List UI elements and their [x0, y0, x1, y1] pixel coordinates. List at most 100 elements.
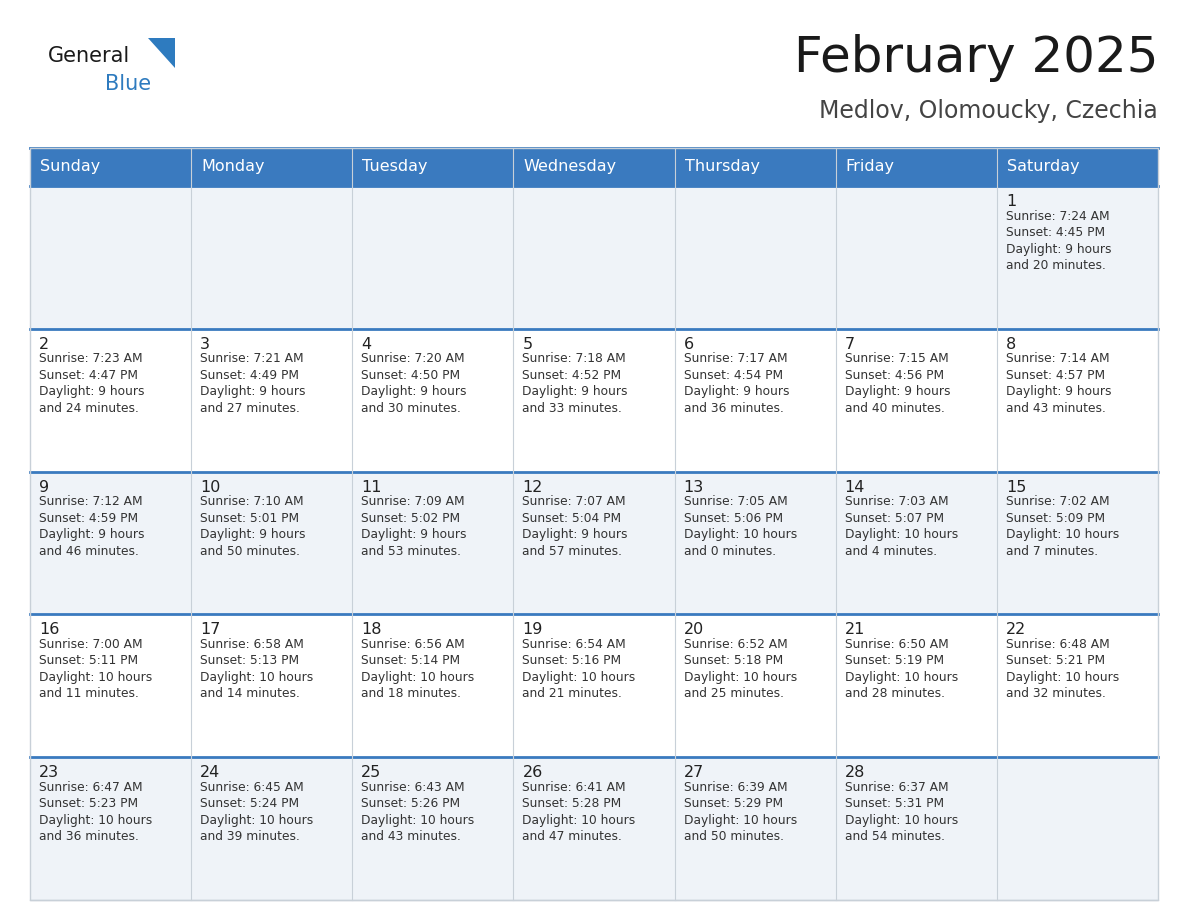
Text: and 21 minutes.: and 21 minutes. — [523, 688, 623, 700]
Text: 25: 25 — [361, 766, 381, 780]
Text: Sunset: 5:26 PM: Sunset: 5:26 PM — [361, 797, 461, 811]
Text: Daylight: 9 hours: Daylight: 9 hours — [1006, 242, 1111, 255]
Text: 3: 3 — [200, 337, 210, 352]
Text: Daylight: 10 hours: Daylight: 10 hours — [200, 813, 314, 827]
Text: and 36 minutes.: and 36 minutes. — [683, 402, 783, 415]
Text: Sunset: 4:56 PM: Sunset: 4:56 PM — [845, 369, 943, 382]
Text: Sunset: 4:59 PM: Sunset: 4:59 PM — [39, 511, 138, 524]
Text: Sunset: 5:14 PM: Sunset: 5:14 PM — [361, 655, 461, 667]
Text: Monday: Monday — [201, 160, 265, 174]
Bar — [997, 472, 1158, 614]
Bar — [353, 186, 513, 329]
Text: Daylight: 10 hours: Daylight: 10 hours — [845, 671, 958, 684]
Text: Sunset: 5:19 PM: Sunset: 5:19 PM — [845, 655, 943, 667]
Text: Saturday: Saturday — [1007, 160, 1080, 174]
Text: Friday: Friday — [846, 160, 895, 174]
Text: 21: 21 — [845, 622, 865, 637]
Text: Daylight: 9 hours: Daylight: 9 hours — [361, 386, 467, 398]
Text: and 7 minutes.: and 7 minutes. — [1006, 544, 1098, 557]
Bar — [835, 472, 997, 614]
Text: and 43 minutes.: and 43 minutes. — [361, 830, 461, 844]
Text: Sunrise: 6:39 AM: Sunrise: 6:39 AM — [683, 780, 788, 794]
Text: and 11 minutes.: and 11 minutes. — [39, 688, 139, 700]
Text: and 54 minutes.: and 54 minutes. — [845, 830, 944, 844]
Text: Sunrise: 6:54 AM: Sunrise: 6:54 AM — [523, 638, 626, 651]
Bar — [835, 614, 997, 757]
Text: Daylight: 10 hours: Daylight: 10 hours — [845, 813, 958, 827]
Bar — [835, 757, 997, 900]
Text: Sunset: 5:24 PM: Sunset: 5:24 PM — [200, 797, 299, 811]
Text: Sunrise: 6:50 AM: Sunrise: 6:50 AM — [845, 638, 948, 651]
Text: Sunset: 5:21 PM: Sunset: 5:21 PM — [1006, 655, 1105, 667]
Text: 1: 1 — [1006, 194, 1016, 209]
Bar — [997, 329, 1158, 472]
Text: Daylight: 10 hours: Daylight: 10 hours — [200, 671, 314, 684]
Bar — [997, 614, 1158, 757]
Bar — [835, 186, 997, 329]
Text: 9: 9 — [39, 479, 49, 495]
Text: Blue: Blue — [105, 74, 151, 94]
Text: Sunset: 4:54 PM: Sunset: 4:54 PM — [683, 369, 783, 382]
Text: 20: 20 — [683, 622, 703, 637]
Text: Daylight: 9 hours: Daylight: 9 hours — [683, 386, 789, 398]
Text: Sunrise: 7:14 AM: Sunrise: 7:14 AM — [1006, 353, 1110, 365]
Bar — [675, 148, 835, 186]
Text: Sunrise: 6:52 AM: Sunrise: 6:52 AM — [683, 638, 788, 651]
Text: 28: 28 — [845, 766, 865, 780]
Text: Daylight: 10 hours: Daylight: 10 hours — [1006, 671, 1119, 684]
Text: Daylight: 10 hours: Daylight: 10 hours — [683, 671, 797, 684]
Text: Sunrise: 7:15 AM: Sunrise: 7:15 AM — [845, 353, 948, 365]
Text: 22: 22 — [1006, 622, 1026, 637]
Text: Sunrise: 7:09 AM: Sunrise: 7:09 AM — [361, 495, 465, 508]
Text: Wednesday: Wednesday — [524, 160, 617, 174]
Text: and 20 minutes.: and 20 minutes. — [1006, 259, 1106, 272]
Bar — [30, 186, 191, 329]
Text: Sunset: 5:02 PM: Sunset: 5:02 PM — [361, 511, 461, 524]
Text: Sunrise: 7:07 AM: Sunrise: 7:07 AM — [523, 495, 626, 508]
Text: February 2025: February 2025 — [794, 34, 1158, 82]
Text: 19: 19 — [523, 622, 543, 637]
Text: and 36 minutes.: and 36 minutes. — [39, 830, 139, 844]
Text: Daylight: 9 hours: Daylight: 9 hours — [39, 528, 145, 541]
Text: Medlov, Olomoucky, Czechia: Medlov, Olomoucky, Czechia — [820, 99, 1158, 123]
Text: Daylight: 10 hours: Daylight: 10 hours — [361, 671, 474, 684]
Bar — [513, 186, 675, 329]
Text: and 50 minutes.: and 50 minutes. — [683, 830, 784, 844]
Text: 11: 11 — [361, 479, 381, 495]
Text: Sunset: 4:47 PM: Sunset: 4:47 PM — [39, 369, 138, 382]
Text: 5: 5 — [523, 337, 532, 352]
Text: Sunset: 5:11 PM: Sunset: 5:11 PM — [39, 655, 138, 667]
Text: Sunset: 5:23 PM: Sunset: 5:23 PM — [39, 797, 138, 811]
Text: and 40 minutes.: and 40 minutes. — [845, 402, 944, 415]
Text: 26: 26 — [523, 766, 543, 780]
Bar — [30, 329, 191, 472]
Bar — [191, 472, 353, 614]
Bar — [513, 757, 675, 900]
Bar — [997, 757, 1158, 900]
Text: Daylight: 10 hours: Daylight: 10 hours — [845, 528, 958, 541]
Text: Sunset: 5:29 PM: Sunset: 5:29 PM — [683, 797, 783, 811]
Text: Sunset: 4:50 PM: Sunset: 4:50 PM — [361, 369, 461, 382]
Bar — [675, 614, 835, 757]
Bar — [353, 148, 513, 186]
Text: and 28 minutes.: and 28 minutes. — [845, 688, 944, 700]
Text: Daylight: 10 hours: Daylight: 10 hours — [361, 813, 474, 827]
Bar — [191, 757, 353, 900]
Text: Sunrise: 7:00 AM: Sunrise: 7:00 AM — [39, 638, 143, 651]
Bar — [675, 329, 835, 472]
Text: Daylight: 9 hours: Daylight: 9 hours — [523, 528, 628, 541]
Text: and 46 minutes.: and 46 minutes. — [39, 544, 139, 557]
Text: 23: 23 — [39, 766, 59, 780]
Text: Sunset: 5:09 PM: Sunset: 5:09 PM — [1006, 511, 1105, 524]
Text: Sunrise: 6:37 AM: Sunrise: 6:37 AM — [845, 780, 948, 794]
Bar — [30, 757, 191, 900]
Text: and 14 minutes.: and 14 minutes. — [200, 688, 301, 700]
Text: Sunrise: 7:02 AM: Sunrise: 7:02 AM — [1006, 495, 1110, 508]
Text: Sunrise: 7:23 AM: Sunrise: 7:23 AM — [39, 353, 143, 365]
Text: 14: 14 — [845, 479, 865, 495]
Bar — [353, 329, 513, 472]
Bar — [675, 472, 835, 614]
Text: and 0 minutes.: and 0 minutes. — [683, 544, 776, 557]
Text: 10: 10 — [200, 479, 221, 495]
Text: and 25 minutes.: and 25 minutes. — [683, 688, 784, 700]
